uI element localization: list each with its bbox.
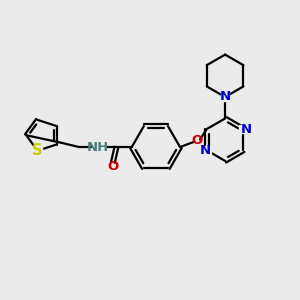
Text: O: O [191, 134, 203, 147]
Bar [239, 125, 247, 133]
Bar [92, 142, 105, 152]
Text: N: N [220, 91, 231, 103]
Bar [33, 146, 42, 155]
Text: NH: NH [87, 141, 109, 154]
Bar [202, 146, 211, 154]
Text: N: N [241, 123, 252, 136]
Text: N: N [200, 144, 211, 157]
Text: O: O [107, 160, 118, 173]
Text: S: S [32, 143, 43, 158]
Bar [221, 93, 229, 101]
